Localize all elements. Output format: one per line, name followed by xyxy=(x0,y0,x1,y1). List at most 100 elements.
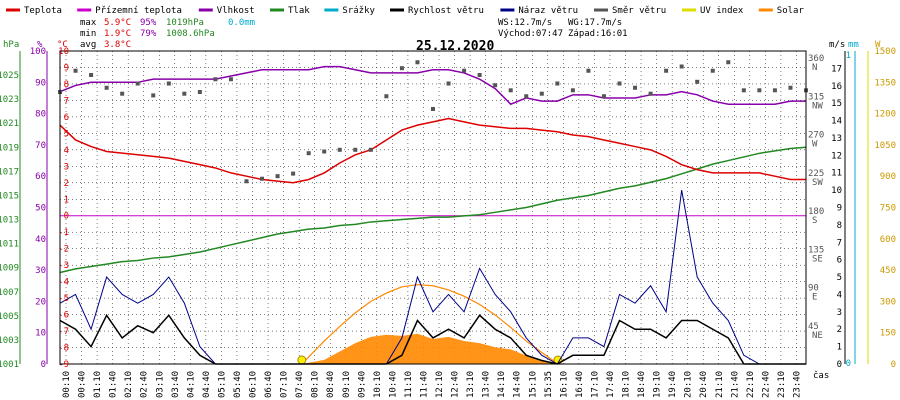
pct-tick-label: 50 xyxy=(35,204,46,214)
x-tick-label: 19:10 xyxy=(653,371,663,398)
ms-tick-label: 5 xyxy=(837,273,842,283)
stat-min-hum: 79% xyxy=(140,29,157,39)
stat-avg-temp: 3.8°C xyxy=(104,40,131,50)
wind-dir-point xyxy=(539,91,544,96)
x-tick-label: 06:10 xyxy=(249,371,259,398)
mm-unit-label: mm xyxy=(848,40,859,50)
grid xyxy=(60,50,806,365)
hpa-tick-label: 1009 xyxy=(0,264,19,274)
celsius-tick-label: 2 xyxy=(64,179,69,189)
legend-label: Tlak xyxy=(288,6,310,16)
dir-compass-label: N xyxy=(812,63,817,73)
info-sunset: Západ:16:01 xyxy=(568,29,628,39)
x-tick-label: 13:10 xyxy=(466,371,476,398)
uv-tick-label: 150 xyxy=(880,329,896,339)
stat-min-temp: 1.9°C xyxy=(104,29,131,39)
legend-label: UV index xyxy=(700,6,744,16)
celsius-tick-label: -2 xyxy=(58,245,69,255)
legend-label: Srážky xyxy=(342,6,375,16)
x-tick-label: 22:10 xyxy=(746,371,756,398)
ms-tick-label: 16 xyxy=(831,82,842,92)
pct-tick-label: 100 xyxy=(30,47,46,57)
wind-dir-point xyxy=(508,88,513,93)
dir-deg-label: 90 xyxy=(808,284,819,294)
stat-min-label: min xyxy=(80,29,96,39)
wind-dir-point xyxy=(120,91,125,96)
hpa-tick-label: 1015 xyxy=(0,191,19,201)
wind-speed-line xyxy=(59,313,806,365)
info-sunrise: Východ:07:47 xyxy=(498,29,563,39)
x-tick-label: 12:10 xyxy=(435,371,445,398)
celsius-tick-label: 10 xyxy=(58,47,69,57)
dir-deg-label: 315 xyxy=(808,92,824,102)
ms-tick-label: 9 xyxy=(837,204,842,214)
wind-dir-point xyxy=(477,73,482,77)
x-tick-label: 19:40 xyxy=(668,371,678,398)
x-tick-label: 09:40 xyxy=(357,371,367,398)
legend-item: Náraz větru xyxy=(500,6,578,16)
legend-item: Solar xyxy=(758,6,805,16)
stats-block: max 5.9°C 95% 1019hPa 0.0mm min 1.9°C 79… xyxy=(80,18,255,50)
uv-tick-label: 300 xyxy=(880,297,896,307)
wind-dir-point xyxy=(446,81,451,86)
wind-dir-point xyxy=(679,64,684,69)
x-tick-label: 03:10 xyxy=(155,371,165,398)
dir-deg-label: 135 xyxy=(808,245,824,255)
x-tick-label: 04:40 xyxy=(202,371,212,398)
ms-tick-label: 13 xyxy=(831,134,842,144)
pct-tick-label: 0 xyxy=(41,360,46,370)
wind-dir-point xyxy=(555,81,560,86)
x-tick-label: 01:40 xyxy=(109,371,119,398)
series-layer xyxy=(58,60,808,365)
wind-dir-point xyxy=(493,83,498,88)
celsius-tick-label: -1 xyxy=(58,228,69,238)
legend-label: Náraz větru xyxy=(518,6,578,16)
x-tick-label: 23:40 xyxy=(792,371,802,398)
dir-deg-label: 270 xyxy=(808,131,824,141)
ms-tick-label: 7 xyxy=(837,238,842,248)
gust-line xyxy=(59,190,806,365)
ms-tick-label: 10 xyxy=(831,186,842,196)
ms-tick-label: 14 xyxy=(831,117,842,127)
wind-dir-point xyxy=(151,93,156,98)
legend-item: Rychlost větru xyxy=(390,6,484,16)
legend-label: Solar xyxy=(777,6,805,16)
ms-tick-label: 0 xyxy=(837,360,842,370)
stat-max-press: 1019hPa xyxy=(166,18,204,28)
dir-compass-label: W xyxy=(812,140,818,150)
hpa-tick-label: 1019 xyxy=(0,143,19,153)
wind-dir-point xyxy=(726,60,731,65)
mm-tick-label: 0 xyxy=(846,359,851,369)
plot-frame xyxy=(59,50,807,365)
x-tick-label: 16:40 xyxy=(575,371,585,398)
celsius-tick-label: 7 xyxy=(64,96,69,106)
x-tick-label: 21:40 xyxy=(730,371,740,398)
dir-deg-label: 360 xyxy=(808,54,824,64)
wind-dir-point xyxy=(570,88,575,93)
x-tick-label: 08:40 xyxy=(326,371,336,398)
x-tick-label: 15:10 xyxy=(528,371,538,398)
x-tick-label: 13:40 xyxy=(482,371,492,398)
pressure-line xyxy=(59,146,807,274)
legend-label: Rychlost větru xyxy=(408,6,484,16)
dir-compass-label: NE xyxy=(812,331,823,341)
legend-label: Teplota xyxy=(24,6,62,16)
wind-dir-point xyxy=(648,91,653,96)
pct-tick-label: 70 xyxy=(35,141,46,151)
wind-dir-point xyxy=(399,66,404,71)
uv-tick-label: 1500 xyxy=(874,47,896,57)
x-tick-label: 23:10 xyxy=(777,371,787,398)
solar-area xyxy=(301,333,558,364)
wind-dir-point xyxy=(368,147,373,152)
wind-dir-point xyxy=(213,77,218,82)
x-tick-label: 17:10 xyxy=(590,371,600,398)
legend-label: Vlhkost xyxy=(217,6,255,16)
hpa-unit-label: hPa xyxy=(3,40,19,50)
celsius-tick-label: -3 xyxy=(58,261,69,271)
ms-tick-label: 2 xyxy=(837,325,842,335)
ms-tick-label: 8 xyxy=(837,221,842,231)
pct-tick-label: 80 xyxy=(35,110,46,120)
celsius-tick-label: -6 xyxy=(58,311,69,321)
celsius-tick-label: -7 xyxy=(58,327,69,337)
hpa-tick-label: 1003 xyxy=(0,336,19,346)
